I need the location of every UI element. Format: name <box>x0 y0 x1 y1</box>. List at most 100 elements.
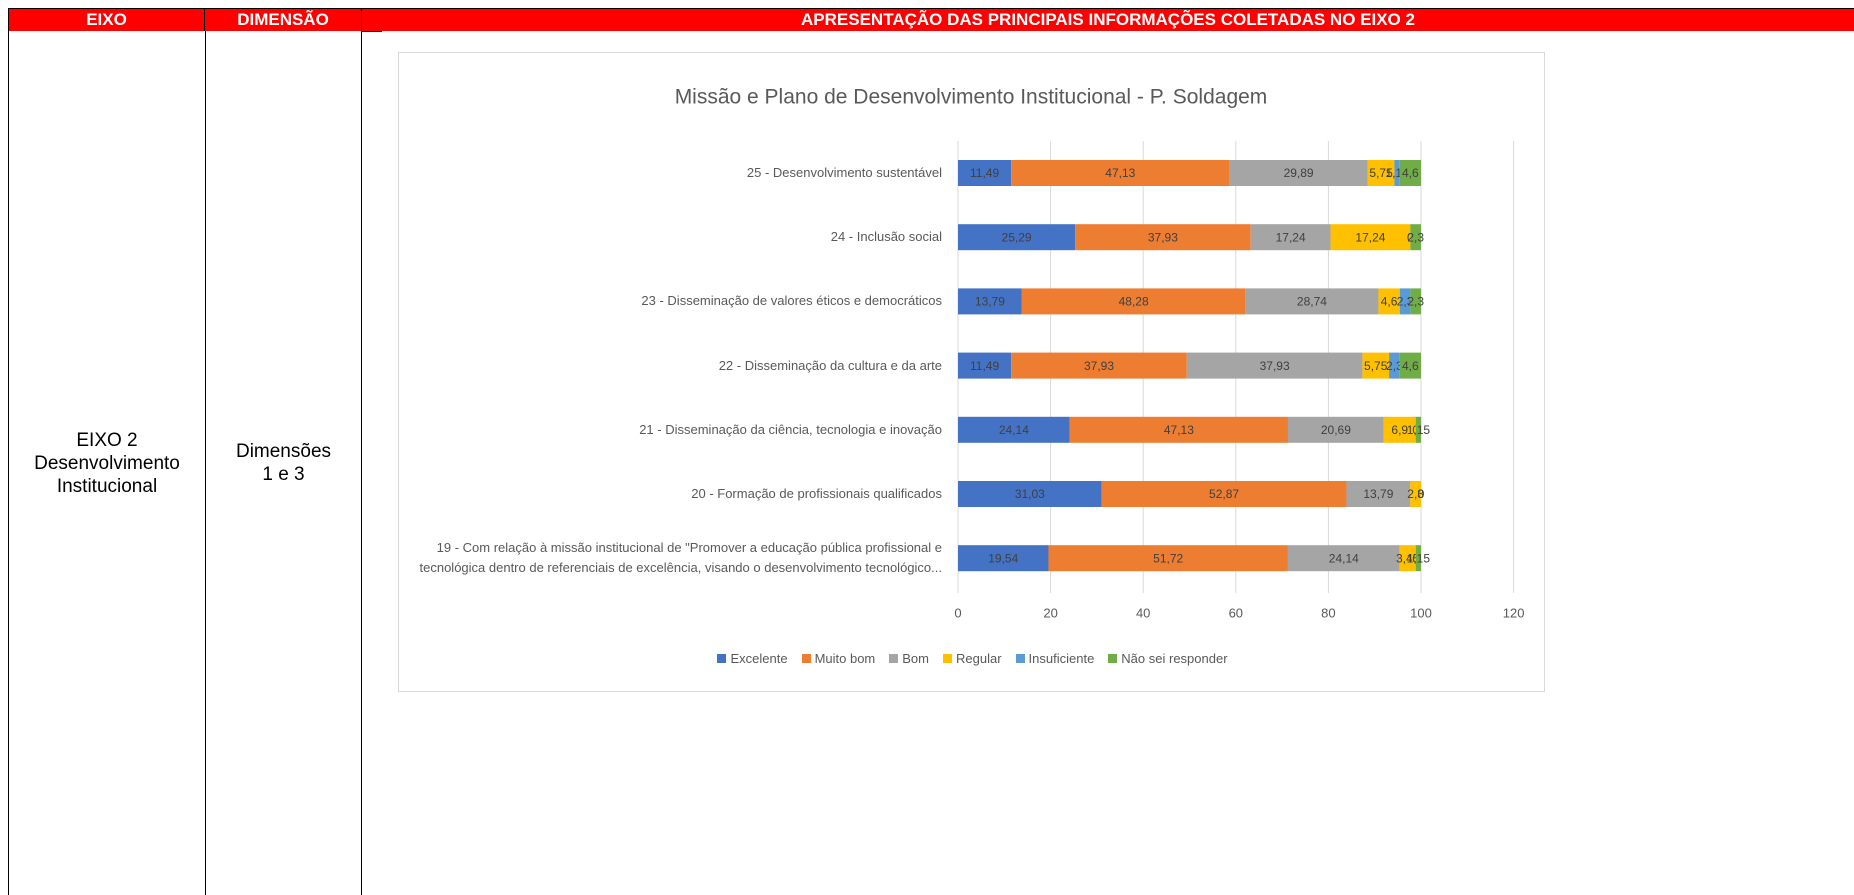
x-tick-label: 100 <box>1410 605 1432 620</box>
value-label: 4,6 <box>1381 295 1398 309</box>
legend-label: Excelente <box>730 651 788 666</box>
bar-segment <box>958 160 1012 186</box>
x-tick-label: 60 <box>1229 605 1243 620</box>
bar-segment <box>1330 224 1411 251</box>
dimensao-line: 1 e 3 <box>262 464 305 485</box>
legend-item: Excelente <box>717 651 788 666</box>
legend-item: Não sei responder <box>1108 651 1228 666</box>
dimensao-line: Dimensões <box>235 441 332 462</box>
value-label: 5,75 <box>1364 359 1388 373</box>
value-label: 2,3 <box>1386 359 1403 373</box>
bar-segment <box>1399 545 1416 572</box>
value-label: 3,45 <box>1396 551 1420 565</box>
value-label: 48,28 <box>1119 295 1149 309</box>
bar-segment <box>1410 224 1421 251</box>
legend-label: Muito bom <box>814 651 876 666</box>
bar-segment <box>958 481 1102 507</box>
legend-item: Insuficiente <box>1015 651 1095 666</box>
category-label: 20 - Formação de profissionais qualifica… <box>691 486 942 501</box>
bar-segment <box>1075 224 1251 251</box>
value-label: 37,93 <box>1084 359 1114 373</box>
rule <box>362 31 382 32</box>
value-label: 19,54 <box>988 551 1018 565</box>
value-label: 2,3 <box>1407 295 1424 309</box>
bar-segment <box>1394 160 1400 186</box>
value-label: 0 <box>1418 487 1425 501</box>
legend-item: Regular <box>943 651 1002 666</box>
bar-segment <box>1186 352 1363 379</box>
bar-segment <box>1287 416 1384 443</box>
value-label: 25,29 <box>1002 230 1032 244</box>
legend-label: Regular <box>956 651 1002 666</box>
legend-item: Bom <box>889 651 929 666</box>
bar-segment <box>1011 160 1230 186</box>
bar-segment <box>1399 288 1411 315</box>
bar-segment <box>1101 481 1347 507</box>
bar-segment <box>1069 416 1288 443</box>
bar-segment <box>1399 352 1421 379</box>
legend-label: Não sei responder <box>1121 651 1228 666</box>
value-label: 2,3 <box>1407 230 1424 244</box>
bar-segment <box>958 224 1076 251</box>
value-label: 5,75 <box>1369 166 1393 180</box>
bar-segment <box>1287 545 1400 572</box>
value-label: 31,03 <box>1015 487 1045 501</box>
bar-segment <box>1245 288 1379 315</box>
bar-segment <box>1021 288 1246 315</box>
value-label: 47,13 <box>1105 166 1135 180</box>
value-label: 13,79 <box>975 295 1005 309</box>
header-eixo: EIXO <box>8 8 205 31</box>
value-label: 20,69 <box>1321 423 1351 437</box>
legend-swatch <box>717 654 727 663</box>
bar-segment <box>1378 288 1400 315</box>
category-label: 19 - Com relação à missão institucional … <box>419 540 943 576</box>
bar-segment <box>1410 288 1422 315</box>
legend-swatch <box>801 654 811 663</box>
legend-label: Bom <box>902 651 929 666</box>
value-label: 4,6 <box>1402 359 1419 373</box>
bar-segment <box>1011 352 1187 379</box>
value-label: 11,49 <box>970 166 999 180</box>
value-label: 28,74 <box>1297 295 1327 309</box>
value-label: 52,87 <box>1209 487 1239 501</box>
bar-segment <box>1048 545 1288 572</box>
bar-segment <box>1410 481 1421 507</box>
category-label: 23 - Disseminação de valores éticos e de… <box>641 293 942 309</box>
eixo-line: EIXO 2 <box>76 429 138 451</box>
x-tick-label: 80 <box>1321 605 1335 620</box>
bar-segment <box>1415 545 1421 572</box>
legend-label: Insuficiente <box>1028 651 1095 666</box>
value-label: 47,13 <box>1164 423 1194 437</box>
legend-swatch <box>943 654 952 663</box>
value-label: 1,15 <box>1407 423 1431 437</box>
bar-segment <box>1362 352 1390 379</box>
chart-title: Missão e Plano de Desenvolvimento Instit… <box>675 86 1268 109</box>
value-label: 2,3 <box>1397 295 1414 309</box>
header-main: APRESENTAÇÃO DAS PRINCIPAIS INFORMAÇÕES … <box>362 8 1854 31</box>
bar-segment <box>958 545 1049 572</box>
value-label: 51,72 <box>1153 551 1183 565</box>
bar-segment <box>1389 352 1400 379</box>
x-tick-label: 40 <box>1136 605 1150 620</box>
legend-swatch <box>1015 654 1025 663</box>
value-label: 24,14 <box>1329 551 1359 565</box>
value-label: 17,24 <box>1276 230 1306 244</box>
value-label: 37,93 <box>1148 230 1178 244</box>
x-tick-label: 120 <box>1503 605 1525 620</box>
bar-segment <box>1250 224 1331 251</box>
value-label: 11,49 <box>970 359 999 373</box>
dimensao-cell: Dimensões 1 e 3 <box>205 31 362 895</box>
bar-segment <box>1229 160 1368 186</box>
value-label: 37,93 <box>1260 359 1290 373</box>
bar-segment <box>1399 160 1422 186</box>
value-label: 0 <box>1418 487 1425 501</box>
legend: Excelente Muito bom Bom Regular Insuficiente… <box>399 651 1546 666</box>
legend-swatch <box>1108 654 1118 663</box>
value-label: 17,24 <box>1355 230 1385 244</box>
value-label: 4,6 <box>1402 166 1419 180</box>
chart-svg: Missão e Plano de Desenvolvimento Instit… <box>675 86 1525 621</box>
bar-segment <box>958 288 1022 315</box>
value-label: 13,79 <box>1363 487 1393 501</box>
bar-segment <box>958 352 1012 379</box>
